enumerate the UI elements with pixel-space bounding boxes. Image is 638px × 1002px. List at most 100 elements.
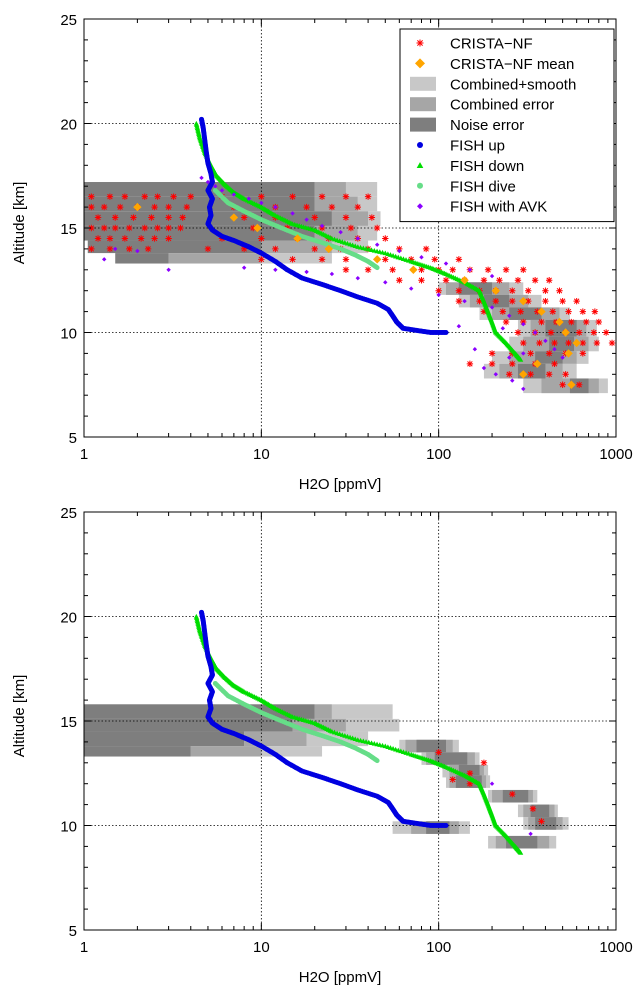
crista-point [154,224,161,232]
crista-point [449,776,456,783]
crista-point [466,770,474,777]
legend-label: FISH down [450,158,524,175]
crista-point [342,214,350,221]
error-band-noise [416,739,447,753]
crista-mean-point [460,276,469,285]
fish-avk-point [273,267,278,272]
crista-point [318,193,326,200]
crista-point [151,235,158,242]
fish-avk-point [419,255,424,260]
crista-mean-point [519,296,528,306]
fish-dive-point [374,265,380,271]
crista-mean-point [324,244,333,254]
legend-label: FISH dive [450,178,516,195]
crista-point [579,350,587,357]
crista-point [126,245,133,253]
y-tick-label: 20 [60,610,77,627]
x-tick-label: 100 [426,939,451,956]
error-band-noise [530,804,550,818]
crista-point [466,780,474,787]
crista-point [496,277,503,284]
fish-avk-point [355,236,361,241]
crista-point [527,350,534,357]
error-band-noise [87,240,262,254]
fish-avk-point [383,280,388,285]
crista-point [499,308,507,315]
crista-point [121,235,129,242]
legend-label: Noise error [450,117,524,134]
crista-point [536,339,543,347]
fish-dive-point [374,758,380,764]
crista-point [396,277,403,284]
crista-point [502,318,510,326]
crista-point [106,193,114,200]
fish-avk-point [319,223,325,229]
crista-point [342,193,350,200]
error-band-smooth [345,718,400,732]
fish-avk-point [543,338,548,344]
fish-avk-point [510,378,515,383]
crista-point [538,818,545,825]
crista-point [509,287,516,294]
fish-avk-point [259,200,264,206]
crista-point [112,224,119,232]
fish-avk-point [355,275,361,281]
error-band-combined [314,182,346,197]
crista-point [559,381,566,388]
crista-point [476,297,483,305]
error-band-noise [509,307,542,320]
fish-avk-point [500,326,506,331]
fish-avk-point [436,292,441,298]
crista-point [311,214,318,221]
crista-point [303,203,310,211]
fish-avk-point [374,242,380,247]
crista-point [480,308,488,315]
crista-point [514,277,522,284]
fish-avk-point [489,781,495,786]
error-band-smooth [345,182,378,197]
crista-point [583,318,590,326]
error-band-noise [84,746,191,757]
crista-point [88,193,95,200]
crista-point [509,360,516,368]
crista-point [506,371,513,378]
x-tick-label: 100 [426,446,451,463]
y-axis-title: Altitude [km] [11,182,28,265]
crista-point [116,203,124,211]
x-tick-label: 10 [253,939,270,956]
crista-point [177,224,184,232]
crista-point [141,193,148,200]
crista-point [240,245,248,253]
crista-point [137,235,145,242]
crista-point [347,224,355,232]
fish-avk-point [102,257,107,262]
error-band-smooth [357,196,378,212]
crista-mean-point [372,255,382,264]
crista-point [542,287,549,294]
error-band-combined [244,731,307,747]
fish-avk-point [135,248,140,254]
crista-mean-point [537,307,546,316]
legend: CRISTA−NF CRISTA−NF mean Combined+smooth Co… [399,28,615,223]
error-band-noise [502,789,529,803]
crista-point [527,371,534,378]
crista-point [106,235,114,242]
crista-mean-point [555,317,564,327]
crista-point [579,339,587,347]
crista-point [602,329,610,336]
crista-mean-point [567,380,576,389]
y-tick-label: 25 [60,12,77,29]
crista-point [593,339,601,347]
crista-point [418,277,425,284]
crista-point [529,805,537,812]
crista-point [517,308,524,315]
crista-point [509,790,516,798]
bottom-panel: 1 10 100 1000 5 10 15 20 25 H2O [ppmV] Altitude [k… [11,505,633,986]
crista-point [165,203,172,211]
crista-point [480,277,488,284]
crista-point [549,308,556,315]
fish-avk-point [199,175,204,181]
crista-point [342,266,350,273]
error-band-combined [314,196,358,212]
